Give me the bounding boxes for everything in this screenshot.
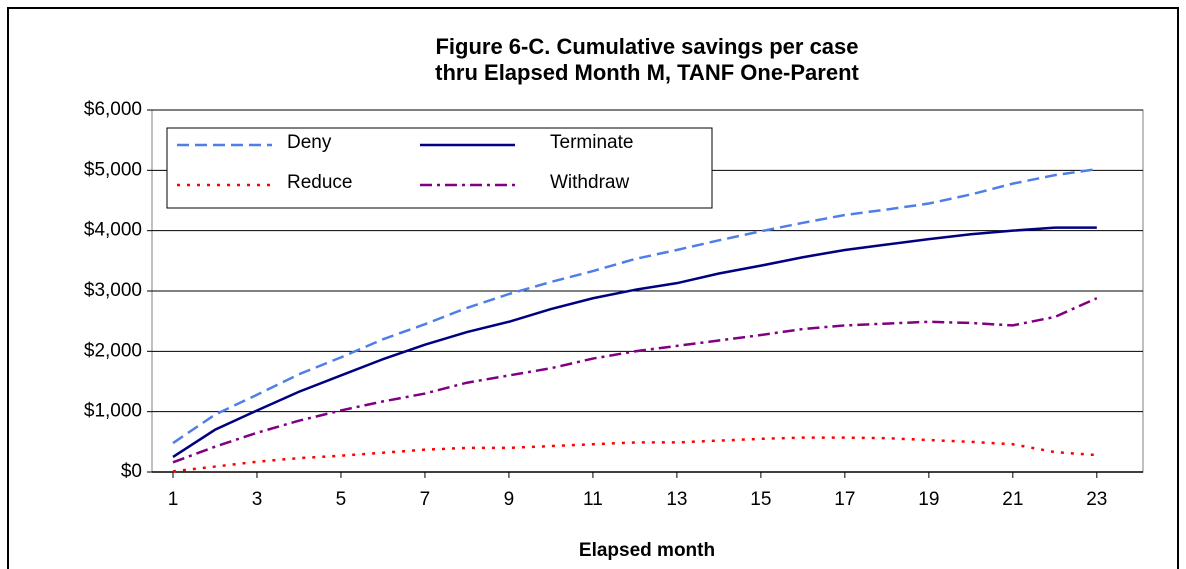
x-tick-label: 19 [918, 489, 939, 510]
y-tick-label: $1,000 [84, 401, 142, 422]
x-axis-label: Elapsed month [579, 540, 715, 561]
y-tick-label: $3,000 [84, 280, 142, 301]
x-tick-label: 13 [666, 489, 687, 510]
y-tick-label: $5,000 [84, 159, 142, 180]
series-line [172, 297, 1098, 464]
legend-label: Terminate [550, 132, 633, 153]
y-tick-label: $0 [121, 461, 142, 482]
legend-label: Deny [287, 132, 332, 153]
series-line [172, 436, 1097, 473]
frame [7, 7, 1179, 569]
legend-label: Reduce [287, 172, 353, 193]
y-tick-label: $4,000 [84, 220, 142, 241]
x-tick-label: 15 [750, 489, 771, 510]
series-line [172, 226, 1097, 458]
x-tick-label: 21 [1002, 489, 1023, 510]
x-tick-label: 5 [336, 489, 347, 510]
x-tick-label: 3 [252, 489, 263, 510]
y-tick-label: $2,000 [84, 340, 142, 361]
x-tick-label: 1 [168, 489, 179, 510]
series-line [172, 167, 1097, 445]
x-tick-label: 17 [834, 489, 855, 510]
legend-label: Withdraw [550, 172, 629, 193]
x-tick-label: 7 [420, 489, 431, 510]
x-tick-label: 11 [583, 489, 603, 510]
x-tick-label: 9 [504, 489, 515, 510]
chart-title: Figure 6-C. Cumulative savings per case [435, 34, 858, 59]
chart-title: thru Elapsed Month M, TANF One-Parent [435, 60, 859, 85]
y-tick-label: $6,000 [84, 99, 142, 120]
x-tick-label: 23 [1086, 489, 1107, 510]
legend-box [166, 127, 713, 209]
